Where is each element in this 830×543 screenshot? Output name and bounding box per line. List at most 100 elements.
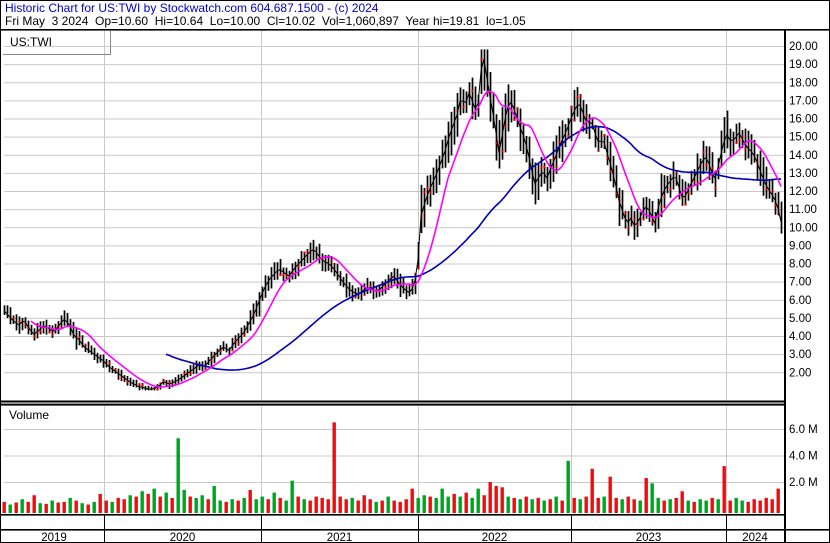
volume-bar	[98, 493, 102, 513]
price-axis-label: 15.00	[789, 132, 818, 144]
year-label: 2023	[636, 532, 662, 543]
volume-bar	[722, 466, 726, 513]
volume-bar	[320, 497, 324, 513]
ma-slow-line	[165, 125, 782, 371]
volume-bar	[764, 497, 768, 513]
volume-bar	[50, 500, 54, 513]
volume-bar	[668, 499, 672, 513]
volume-bar	[518, 499, 522, 513]
volume-axis-label: 4.0 M	[789, 451, 818, 463]
volume-bar	[206, 499, 210, 513]
volume-bar	[422, 495, 426, 513]
volume-bar	[446, 496, 450, 513]
volume-bar	[200, 495, 204, 513]
volume-bar	[314, 496, 318, 513]
volume-bar	[530, 499, 534, 513]
volume-bar	[122, 499, 126, 513]
volume-bar	[584, 496, 588, 513]
price-axis-label: 8.00	[789, 259, 811, 271]
volume-bar	[398, 501, 402, 513]
volume-bar	[236, 500, 240, 513]
year-label: 2022	[482, 532, 508, 543]
axis-labels: 20.00 19.00 18.00 17.00 16.00 15.00 14.00 13.00…	[41, 41, 818, 543]
volume-bar	[74, 500, 78, 513]
volume-bar	[134, 496, 138, 513]
volume-bar	[80, 503, 84, 513]
price-axis-label: 2.00	[789, 367, 811, 379]
volume-bar	[152, 488, 156, 513]
volume-bar	[110, 501, 114, 513]
price-axis-label: 11.00	[789, 204, 817, 216]
volume-bar	[392, 500, 396, 513]
volume-bar	[626, 496, 630, 513]
volume-bar	[542, 500, 546, 513]
volume-bar	[266, 499, 270, 513]
volume-bar	[332, 422, 336, 513]
volume-bar	[776, 488, 780, 513]
volume-bar	[248, 489, 252, 513]
volume-bar	[56, 502, 60, 513]
volume-bar	[608, 476, 612, 513]
volume-bar	[68, 497, 72, 513]
year-label: 2020	[170, 532, 196, 543]
price-axis-label: 20.00	[789, 41, 818, 53]
volume-bar	[434, 497, 438, 513]
volume-bar	[662, 500, 666, 513]
volume-bar	[308, 500, 312, 513]
price-axis-label: 12.00	[789, 186, 818, 198]
volume-bar	[566, 460, 570, 513]
volume-bar	[710, 497, 714, 513]
volume-bar	[452, 493, 456, 513]
volume-bar	[524, 496, 528, 513]
price-axis-label: 17.00	[789, 95, 818, 107]
volume-bar	[230, 499, 234, 513]
volume-bar	[734, 497, 738, 513]
volume-bar	[416, 497, 420, 513]
volume-bar	[560, 500, 564, 513]
volume-bar	[218, 500, 222, 513]
volume-bar	[260, 496, 264, 513]
volume-bar	[92, 501, 96, 513]
volume-bar	[20, 499, 24, 513]
volume-bar	[500, 487, 504, 513]
volume-bar	[32, 495, 36, 513]
volume-bar	[488, 482, 492, 513]
volume-bar	[692, 501, 696, 513]
volume-bar	[638, 500, 642, 513]
volume-bar	[242, 497, 246, 513]
volume-bar	[182, 489, 186, 513]
volume-bar	[404, 499, 408, 513]
volume-bar	[14, 502, 18, 513]
price-axis-label: 9.00	[789, 240, 811, 252]
volume-bar	[596, 497, 600, 513]
volume-bar	[188, 496, 192, 513]
volume-bar	[350, 497, 354, 513]
volume-bar	[704, 500, 708, 513]
price-axis-label: 13.00	[789, 168, 818, 180]
chart-title: Historic Chart for US:TWI by Stockwatch.…	[5, 1, 379, 15]
volume-bar	[296, 496, 300, 513]
year-tick	[418, 515, 419, 542]
volume-bar	[386, 496, 390, 513]
volume-bars	[2, 422, 780, 513]
price-axis-label: 4.00	[789, 331, 811, 343]
volume-bar	[128, 495, 132, 513]
volume-bar	[224, 501, 228, 513]
price-axis-label: 7.00	[789, 277, 811, 289]
volume-axis-label: 2.0 M	[789, 477, 818, 489]
volume-bar	[380, 500, 384, 513]
volume-axis-label: 6.0 M	[789, 424, 818, 436]
year-label: 2019	[41, 532, 67, 543]
volume-bar	[746, 501, 750, 513]
volume-bar	[656, 497, 660, 513]
volume-bar	[290, 480, 294, 513]
volume-bar	[344, 499, 348, 513]
volume-bar	[272, 492, 276, 513]
volume-bar	[602, 496, 606, 513]
volume-bar	[494, 485, 498, 513]
volume-bar	[140, 491, 144, 513]
price-axis-label: 14.00	[789, 150, 818, 162]
frame-borders	[1, 29, 829, 542]
